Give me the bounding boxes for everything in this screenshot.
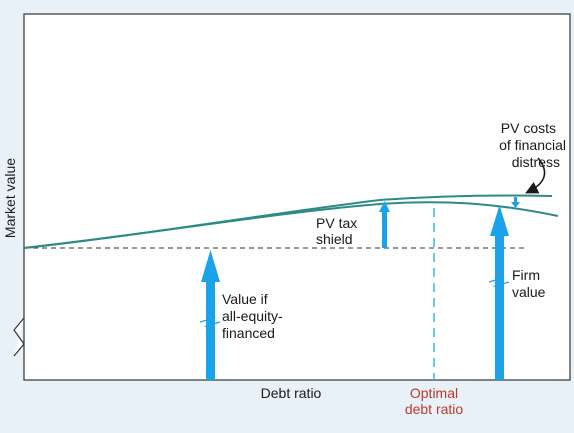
pv-tax-shield-arrow	[379, 201, 390, 248]
pv-tax-shield-label-line1: PV tax	[316, 215, 357, 231]
pv-costs-label-line1: PV costs	[501, 120, 556, 136]
pv-costs-pointer-arrow	[525, 157, 546, 194]
pv-costs-label-line2: of financial	[499, 137, 566, 153]
optimal-label-line2: debt ratio	[405, 401, 464, 417]
axis-break	[13, 317, 25, 357]
all-equity-label-line2: all-equity-	[222, 308, 283, 324]
plot-area	[23, 13, 571, 381]
all-equity-label-line3: financed	[222, 325, 275, 341]
all-equity-value-arrow	[201, 250, 220, 380]
firm-value-curve	[23, 201, 559, 249]
firm-value-arrow	[490, 205, 509, 380]
optimal-label-line1: Optimal	[410, 385, 458, 401]
all-equity-arrow-break	[199, 316, 221, 328]
all-equity-label-line1: Value if	[222, 291, 268, 307]
firm-value-label-line1: Firm	[512, 267, 540, 283]
x-axis-label: Debt ratio	[261, 385, 322, 401]
firm-value-label-line2: value	[512, 284, 546, 300]
pv-distress-costs-arrow	[511, 197, 520, 208]
firm-value-arrow-break	[488, 276, 510, 288]
pv-tax-shield-label-line2: shield	[316, 231, 353, 247]
y-axis-label: Market value	[2, 158, 18, 238]
pv-costs-label-line3: distress	[512, 154, 560, 170]
